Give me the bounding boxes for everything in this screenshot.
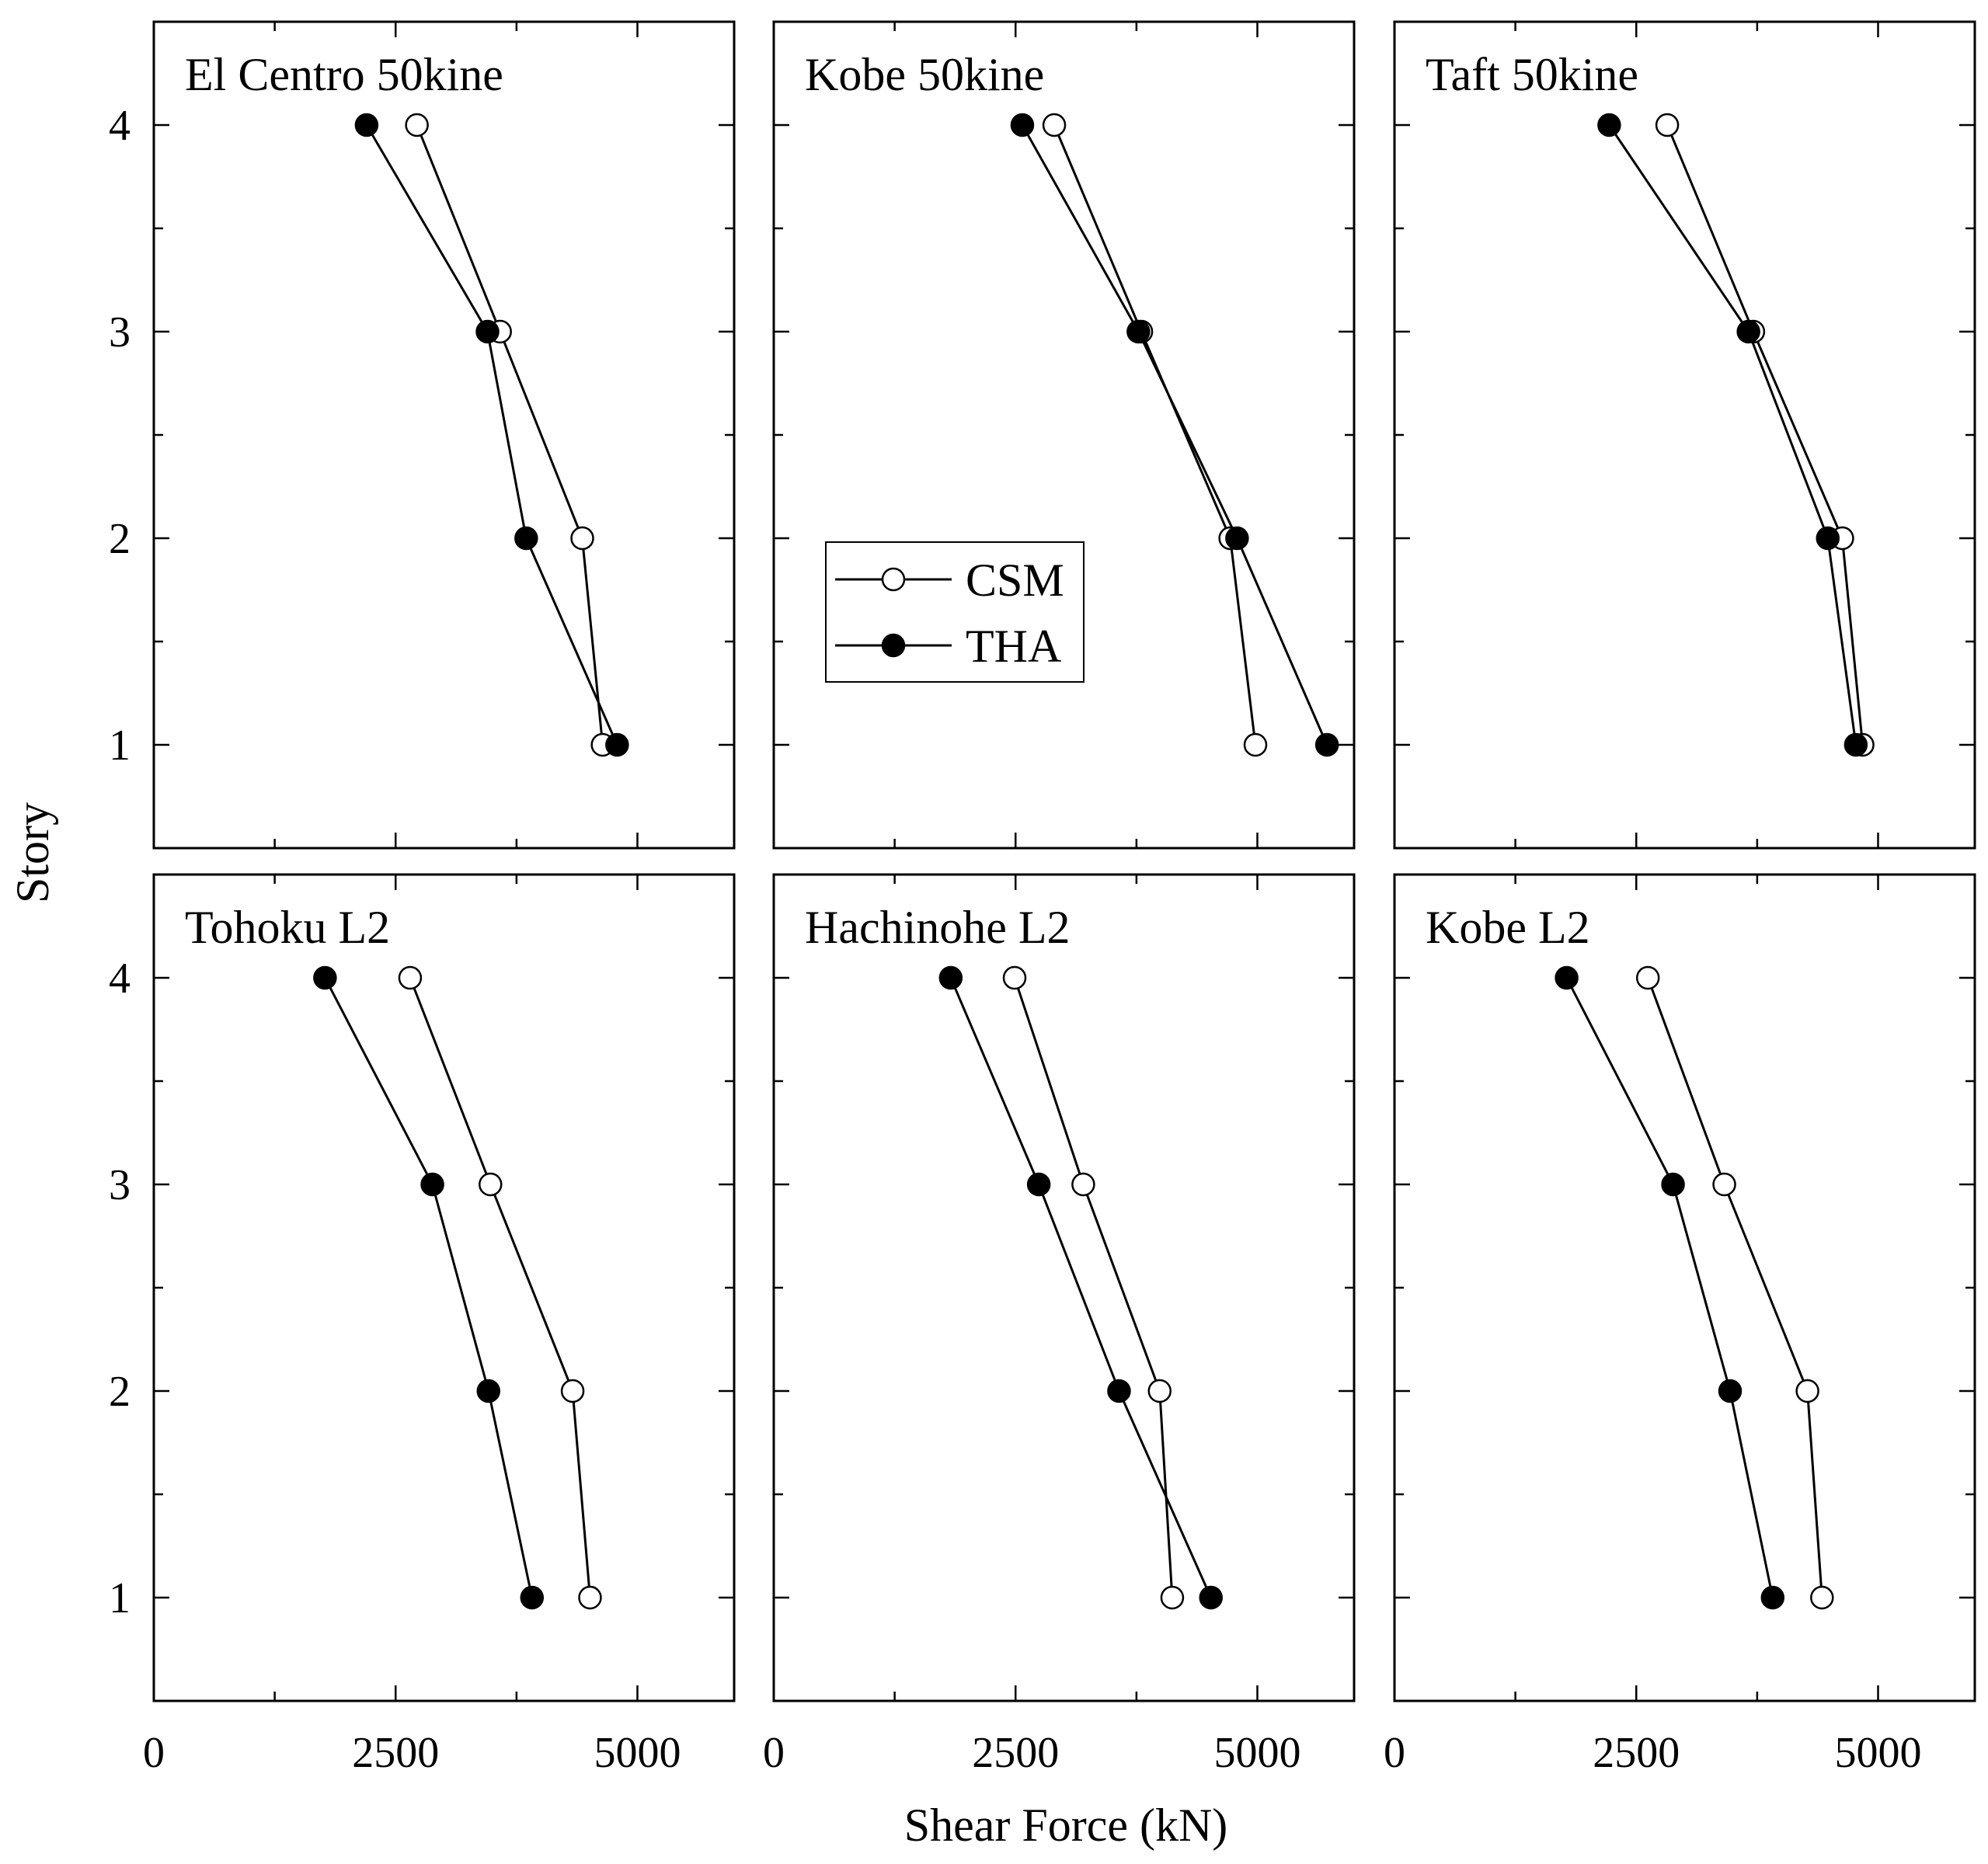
data-point-tha (420, 1172, 444, 1197)
data-point-csm (1042, 113, 1067, 137)
x-tick-label: 2500 (1593, 1729, 1680, 1777)
y-tick-label: 1 (109, 722, 131, 770)
data-point-tha (1010, 113, 1035, 137)
data-point-csm (1160, 1585, 1185, 1610)
data-point-csm (570, 526, 594, 551)
series-line-csm (1013, 977, 1174, 1598)
data-point-tha (1844, 732, 1868, 757)
y-tick-label: 2 (109, 515, 131, 563)
panel-title: Kobe L2 (1426, 902, 1590, 953)
data-point-csm (1147, 1379, 1172, 1403)
y-tick-label: 3 (109, 1161, 131, 1209)
data-point-csm (479, 1172, 503, 1197)
data-point-csm (405, 113, 429, 137)
panel-4: 1 2 3 4 0 2500 5000 Tohoku L2 (109, 873, 736, 1777)
data-point-tha (1597, 113, 1621, 137)
data-point-tha (1816, 526, 1840, 551)
x-tick-label: 0 (143, 1729, 165, 1777)
x-tick-label: 0 (1384, 1729, 1405, 1777)
data-point-csm (1002, 965, 1027, 990)
legend-marker-tha (881, 633, 906, 658)
data-point-tha (1225, 526, 1249, 551)
x-tick-label: 5000 (1214, 1729, 1301, 1777)
series-line-tha (949, 977, 1213, 1598)
legend-label-tha: THA (966, 621, 1061, 672)
data-point-tha (1555, 965, 1579, 990)
series-line-csm (416, 124, 604, 746)
legend-marker-csm (881, 567, 906, 592)
data-point-tha (1760, 1585, 1785, 1610)
data-point-tha (1661, 1172, 1685, 1197)
y-tick-label: 4 (109, 102, 131, 150)
panel-title: Tohoku L2 (185, 902, 390, 953)
y-tick-label: 2 (109, 1368, 131, 1416)
series-line-tha (1021, 124, 1328, 746)
panels-layer: 1 2 3 4 El Centro 50kine Kobe 50kine Taft 50ki… (109, 20, 1976, 1777)
data-point-tha (354, 113, 379, 137)
data-point-tha (520, 1585, 545, 1610)
data-point-tha (1026, 1172, 1051, 1197)
x-tick-label: 5000 (1835, 1729, 1922, 1777)
data-point-tha (1718, 1379, 1743, 1403)
panel-title: Hachinohe L2 (805, 902, 1071, 953)
x-tick-label: 5000 (594, 1729, 681, 1777)
data-point-tha (1736, 319, 1760, 344)
data-point-tha (475, 319, 500, 344)
data-point-csm (398, 965, 423, 990)
series-line-tha (324, 977, 534, 1598)
panel-title: Kobe 50kine (805, 49, 1044, 100)
data-point-tha (514, 526, 538, 551)
data-point-tha (1314, 732, 1339, 757)
legend-label-csm: CSM (966, 555, 1064, 606)
panel-3: Taft 50kine (1393, 20, 1976, 850)
data-point-csm (1635, 965, 1660, 990)
series-line-csm (1666, 124, 1864, 746)
panel-6: 0 2500 5000 Kobe L2 (1384, 873, 1976, 1777)
x-axis-label: Shear Force (kN) (904, 1800, 1228, 1851)
data-point-tha (476, 1379, 501, 1403)
x-tick-label: 2500 (352, 1729, 439, 1777)
panel-frame (1393, 20, 1976, 850)
data-point-csm (560, 1379, 585, 1403)
panel-title: El Centro 50kine (185, 49, 503, 100)
panel-5: 0 2500 5000 Hachinohe L2 (763, 873, 1356, 1777)
data-point-csm (1071, 1172, 1095, 1197)
panel-2: Kobe 50kine (772, 20, 1356, 850)
data-point-tha (313, 965, 337, 990)
data-point-tha (605, 732, 629, 757)
series-line-csm (1053, 124, 1257, 746)
x-tick-label: 2500 (972, 1729, 1059, 1777)
panel-frame (772, 873, 1356, 1702)
series-line-csm (1646, 977, 1823, 1598)
data-point-csm (1712, 1172, 1736, 1197)
panel-title: Taft 50kine (1426, 49, 1638, 100)
data-point-tha (1126, 319, 1151, 344)
panel-frame (152, 873, 736, 1702)
y-tick-label: 3 (109, 308, 131, 356)
legend-box (825, 541, 1085, 683)
data-point-csm (1810, 1585, 1834, 1610)
legend: CSM THA (825, 541, 1085, 683)
y-tick-label: 4 (109, 955, 131, 1003)
data-point-tha (938, 965, 963, 990)
y-axis-label: Story (7, 802, 58, 903)
x-tick-label: 0 (763, 1729, 785, 1777)
series-line-tha (1608, 124, 1857, 746)
series-line-tha (365, 124, 618, 746)
y-tick-label: 1 (109, 1574, 131, 1622)
data-point-tha (1199, 1585, 1223, 1610)
panel-1: 1 2 3 4 El Centro 50kine (109, 20, 736, 850)
series-line-csm (409, 977, 591, 1598)
series-line-tha (1565, 977, 1774, 1598)
data-point-csm (1655, 113, 1680, 137)
data-point-csm (1243, 732, 1268, 757)
panel-frame (152, 20, 736, 850)
data-point-csm (1795, 1379, 1819, 1403)
data-point-tha (1107, 1379, 1131, 1403)
panel-frame (1393, 873, 1976, 1702)
data-point-csm (578, 1585, 602, 1610)
